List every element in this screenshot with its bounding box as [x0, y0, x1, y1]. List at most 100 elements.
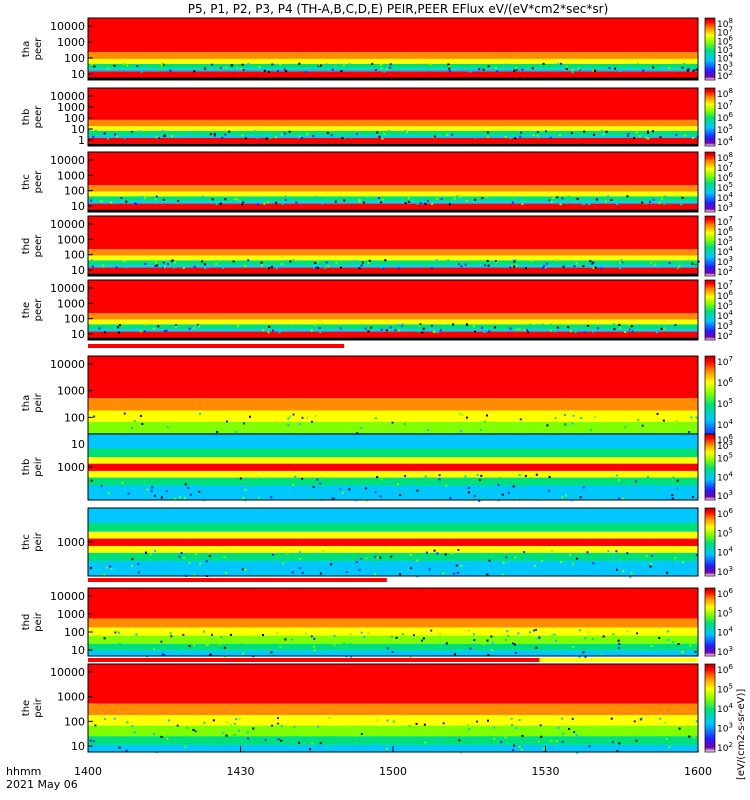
- spectrogram-speckle: [298, 557, 301, 560]
- y-tick-label: 10000: [50, 358, 85, 371]
- spectrogram-speckle: [614, 428, 617, 431]
- spectrogram-speckle: [297, 570, 300, 573]
- spectrogram-speckle: [97, 200, 100, 203]
- spectrogram-speckle: [562, 732, 565, 735]
- spectrogram-speckle: [314, 199, 317, 202]
- spectrogram-speckle: [98, 327, 101, 330]
- spectrogram-speckle: [380, 478, 383, 481]
- spectrogram-speckle: [551, 633, 554, 636]
- spectrogram-speckle: [412, 634, 415, 637]
- spectrogram-speckle: [284, 195, 287, 198]
- spectrogram-speckle: [460, 265, 463, 268]
- spectrogram-speckle: [247, 737, 250, 740]
- spectrogram-speckle: [362, 201, 365, 204]
- spectrogram-speckle: [143, 197, 146, 200]
- spectrogram-speckle: [632, 497, 635, 500]
- spectrogram-speckle: [167, 262, 170, 265]
- spectrogram-speckle: [660, 327, 663, 330]
- spectrogram-speckle: [374, 417, 377, 420]
- spectrogram-speckle: [203, 263, 206, 266]
- spectrogram-speckle: [545, 262, 548, 265]
- spectrogram-speckle: [505, 638, 508, 641]
- spectrogram-speckle: [435, 259, 438, 262]
- spectrogram-speckle: [295, 739, 298, 742]
- spectrogram-speckle: [617, 479, 620, 482]
- spectrogram-speckle: [398, 267, 401, 270]
- spectrogram-speckle: [372, 134, 375, 137]
- spectrogram-speckle: [618, 642, 621, 645]
- spectrogram-speckle: [578, 655, 581, 658]
- spectrogram-speckle: [626, 135, 629, 138]
- spectrogram-speckle: [473, 133, 476, 136]
- spectrogram-speckle: [569, 130, 572, 133]
- spectrogram-speckle: [375, 563, 378, 566]
- spectrogram-speckle: [104, 331, 107, 334]
- spectrogram-speckle: [514, 137, 517, 140]
- spectrogram-speckle: [466, 416, 469, 419]
- spectrogram-speckle: [448, 65, 451, 68]
- spectrogram-speckle: [501, 574, 504, 577]
- spectrogram-speckle: [93, 415, 96, 418]
- panel-tha-peer: tha peer100001000100101081071061051041031…: [21, 17, 733, 82]
- spectrogram-speckle: [334, 200, 337, 203]
- spectrogram-speckle: [618, 742, 621, 745]
- spectrogram-speckle: [204, 267, 207, 270]
- spectrogram-band: [88, 331, 698, 338]
- spectrogram-speckle: [173, 266, 176, 269]
- spectrogram-speckle: [141, 195, 144, 198]
- spectrogram-speckle: [221, 136, 224, 139]
- spectrogram-speckle: [542, 265, 545, 268]
- spectrogram-speckle: [422, 637, 425, 640]
- spectrogram-speckle: [486, 259, 489, 262]
- colorbar-tick-label: 102: [717, 741, 733, 754]
- spectrogram-speckle: [267, 331, 270, 334]
- spectrogram-speckle: [113, 717, 116, 720]
- spectrogram-speckle: [547, 489, 550, 492]
- spectrogram-speckle: [275, 201, 278, 204]
- spectrogram-speckle: [367, 262, 370, 265]
- spectrogram-speckle: [257, 496, 260, 499]
- spectrogram-speckle: [607, 195, 610, 198]
- spectrogram-speckle: [553, 633, 556, 636]
- spectrogram-speckle: [448, 67, 451, 70]
- spectrogram-speckle: [217, 68, 220, 71]
- spectrogram-speckle: [339, 327, 342, 330]
- spectrogram-speckle: [332, 497, 335, 500]
- spectrogram-speckle: [184, 483, 187, 486]
- spectrogram-speckle: [367, 330, 370, 333]
- spectrogram-speckle: [373, 327, 376, 330]
- spectrogram-speckle: [490, 635, 493, 638]
- spectrogram-speckle: [333, 634, 336, 637]
- spectrogram-speckle: [685, 478, 688, 481]
- spectrogram-speckle: [260, 69, 263, 72]
- spectrogram-speckle: [695, 554, 698, 557]
- spectrogram-speckle: [90, 199, 93, 202]
- spectrogram-speckle: [254, 132, 257, 135]
- spectrogram-speckle: [650, 644, 653, 647]
- spectrogram-speckle: [511, 201, 514, 204]
- spectrogram-speckle: [572, 645, 575, 648]
- panel-the-peir: the peir 10000 1000 100 10 106 105 104 103 102: [21, 663, 733, 754]
- spectrogram-speckle: [446, 328, 449, 331]
- spectrogram-speckle: [244, 488, 247, 491]
- spectrogram-speckle: [695, 416, 698, 419]
- spectrogram-speckle: [133, 420, 136, 423]
- spectrogram-speckle: [364, 327, 367, 330]
- spectrogram-speckle: [127, 492, 130, 495]
- spectrogram-speckle: [318, 131, 321, 134]
- spectrogram-speckle: [612, 557, 615, 560]
- spectrogram-speckle: [422, 327, 425, 330]
- spectrogram-speckle: [665, 326, 668, 329]
- spectrogram-speckle: [214, 554, 217, 557]
- spectrogram-speckle: [322, 550, 325, 553]
- spectrogram-speckle: [314, 323, 317, 326]
- spectrogram-speckle: [633, 137, 636, 140]
- spectrogram-speckle: [615, 550, 618, 553]
- spectrogram-speckle: [665, 496, 668, 499]
- spectrogram-speckle: [263, 202, 266, 205]
- spectrogram-speckle: [242, 652, 245, 655]
- spectrogram-speckle: [125, 749, 128, 752]
- spectrogram-speckle: [452, 323, 455, 326]
- spectrogram-speckle: [621, 261, 624, 264]
- spectrogram-speckle: [338, 486, 341, 489]
